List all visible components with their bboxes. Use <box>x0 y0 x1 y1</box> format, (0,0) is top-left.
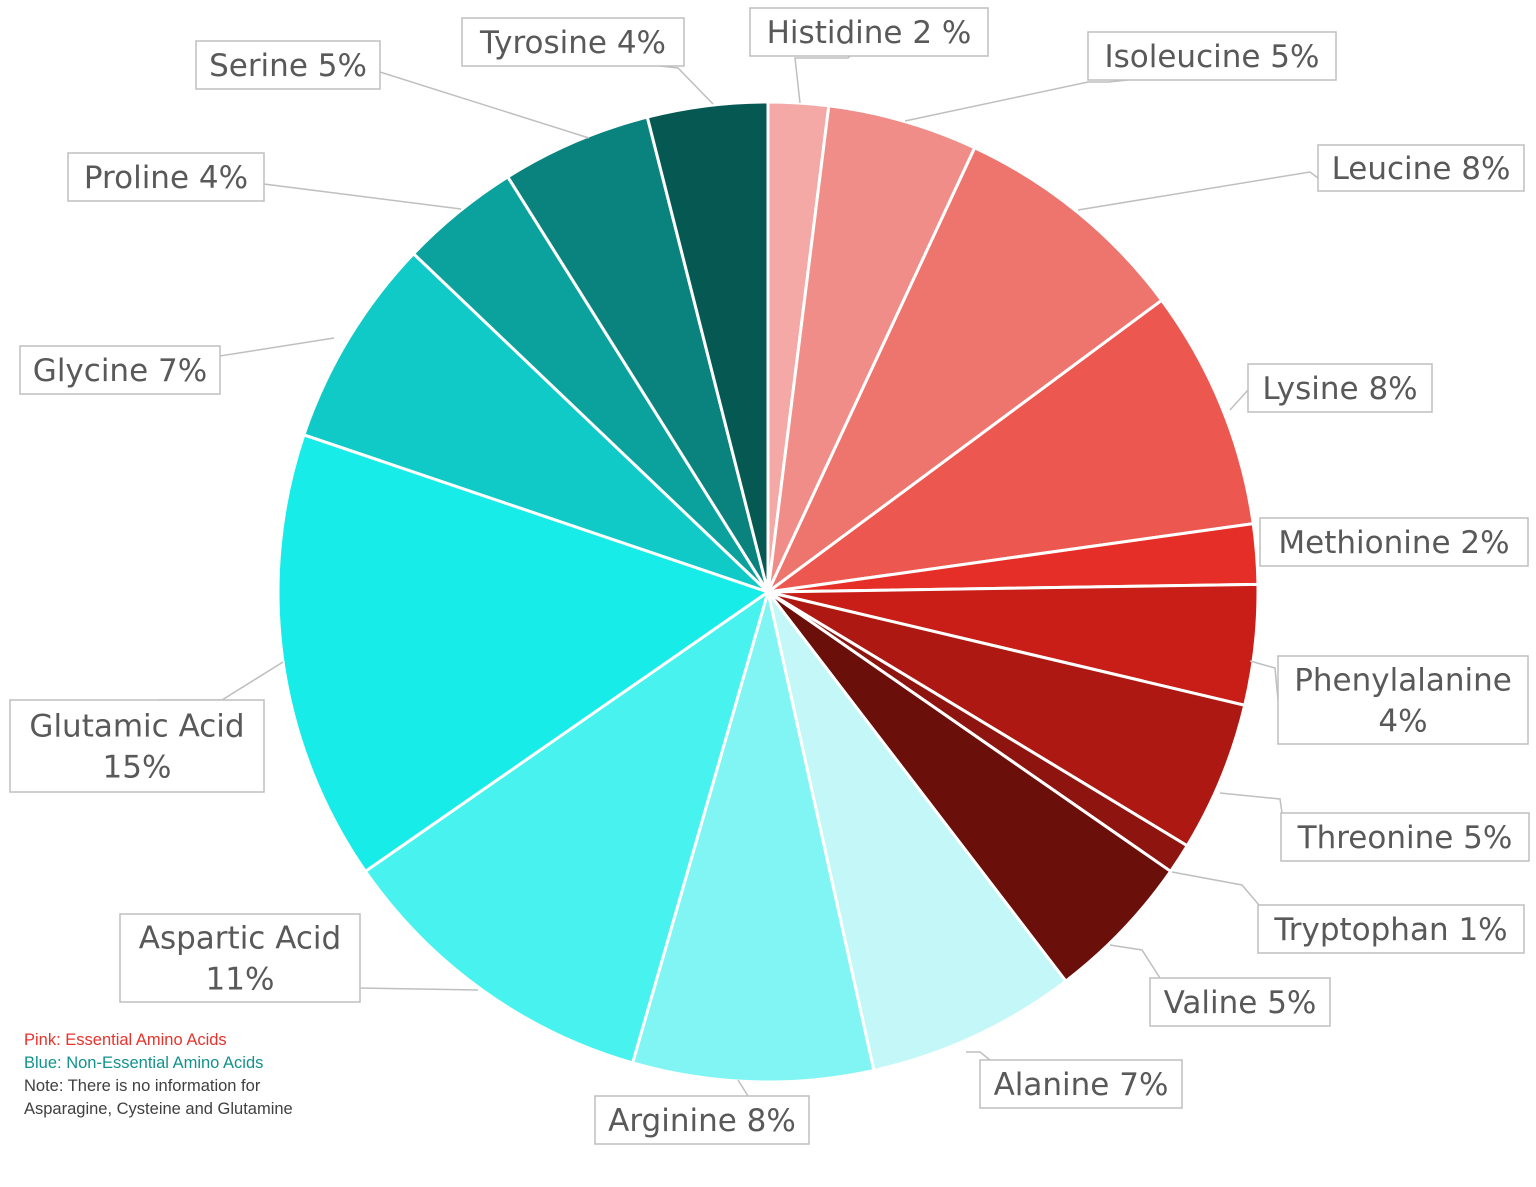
leader-line <box>659 65 714 105</box>
leader-line <box>261 179 462 210</box>
leader-line <box>1219 792 1283 814</box>
label-box <box>1317 144 1525 192</box>
slice-label-text: Glutamic Acid 15% <box>29 709 244 786</box>
leader-line <box>1249 660 1279 701</box>
leader-line <box>207 337 335 357</box>
label-box <box>461 17 685 67</box>
label-box <box>1280 812 1530 862</box>
slice-label: Tryptophan 1% <box>1257 904 1525 954</box>
slice-label-text: Tryptophan 1% <box>1273 912 1507 948</box>
label-box <box>594 1095 810 1145</box>
slice-label: Aspartic Acid 11% <box>119 913 361 1003</box>
label-box <box>119 913 361 1003</box>
label-box <box>1257 904 1525 954</box>
slice-label: Glycine 7% <box>19 345 221 395</box>
leader-line <box>966 1051 991 1061</box>
slice-label: Methionine 2% <box>1259 517 1529 567</box>
label-box <box>1247 363 1433 413</box>
slice-label: Leucine 8% <box>1317 144 1525 192</box>
legend-note: Pink: Essential Amino Acids Blue: Non-Es… <box>24 1029 324 1121</box>
slice-glycine <box>301 251 770 594</box>
slice-label-text: Glycine 7% <box>33 353 207 389</box>
slice-label-text: Arginine 8% <box>608 1103 796 1139</box>
slice-serine <box>505 115 770 593</box>
slice-label-text: Isoleucine 5% <box>1104 39 1319 75</box>
leader-line <box>1171 871 1260 906</box>
label-box <box>19 345 221 395</box>
leader-line <box>1229 389 1249 411</box>
pie-slices <box>276 100 1260 1084</box>
slice-label: Valine 5% <box>1149 977 1331 1027</box>
slice-label: Histidine 2 % <box>749 7 989 57</box>
label-box <box>195 40 381 90</box>
slice-label: Isoleucine 5% <box>1087 31 1337 81</box>
slice-leucine <box>766 145 1164 594</box>
slice-label-text: Valine 5% <box>1164 985 1317 1021</box>
slice-label: Arginine 8% <box>594 1095 810 1145</box>
label-box <box>1259 517 1529 567</box>
slice-labels: Histidine 2 % Isoleucine 5% Leucine 8% Lysi… <box>9 7 1530 1145</box>
slice-label: Lysine 8% <box>1247 363 1433 413</box>
slice-label: Tyrosine 4% <box>461 17 685 67</box>
slice-label: Phenylalanine 4% <box>1277 655 1529 745</box>
slice-label-text: Aspartic Acid 11% <box>139 921 341 998</box>
slice-label-text: Histidine 2 % <box>767 15 972 51</box>
slice-valine <box>766 590 1173 984</box>
slice-label: Glutamic Acid 15% <box>9 699 265 793</box>
slice-alanine <box>766 591 1068 1073</box>
slice-label-text: Tyrosine 4% <box>479 25 666 61</box>
slice-arginine <box>630 591 876 1084</box>
slice-label-text: Alanine 7% <box>994 1067 1169 1103</box>
slice-isoleucine <box>766 104 977 593</box>
label-box <box>1149 977 1331 1027</box>
leader-line <box>372 71 590 139</box>
slice-aspartic-acid <box>363 588 771 1065</box>
slice-label-text: Threonine 5% <box>1297 820 1513 856</box>
leader-line <box>158 661 284 701</box>
missing-data-note: Note: There is no information for Aspara… <box>24 1077 293 1118</box>
slice-label-text: Methionine 2% <box>1278 525 1509 561</box>
label-box <box>67 152 265 202</box>
leader-line <box>1109 944 1161 979</box>
label-box <box>9 699 265 793</box>
slice-label-text: Lysine 8% <box>1262 371 1417 407</box>
slice-label: Serine 5% <box>195 40 381 90</box>
slice-label: Alanine 7% <box>979 1059 1183 1109</box>
slice-tyrosine <box>645 100 770 593</box>
slice-label: Threonine 5% <box>1280 812 1530 862</box>
slice-label: Proline 4% <box>67 152 265 202</box>
slice-label-text: Phenylalanine 4% <box>1294 663 1512 740</box>
leader-line <box>1077 171 1319 211</box>
label-box <box>1277 655 1529 745</box>
label-box <box>749 7 989 57</box>
nonessential-note: Blue: Non-Essential Amino Acids <box>24 1054 264 1072</box>
slice-label-text: Leucine 8% <box>1332 151 1511 187</box>
label-box <box>1087 31 1337 81</box>
slice-lysine <box>767 298 1255 594</box>
leader-line <box>794 55 851 104</box>
slice-label-text: Serine 5% <box>209 48 367 84</box>
essential-note: Pink: Essential Amino Acids <box>24 1031 227 1049</box>
slice-label-text: Proline 4% <box>84 160 248 196</box>
leader-line <box>737 1079 749 1097</box>
label-box <box>979 1059 1183 1109</box>
slice-threonine <box>767 590 1247 848</box>
leader-line <box>904 79 1129 122</box>
slice-glutamic-acid <box>276 432 772 874</box>
